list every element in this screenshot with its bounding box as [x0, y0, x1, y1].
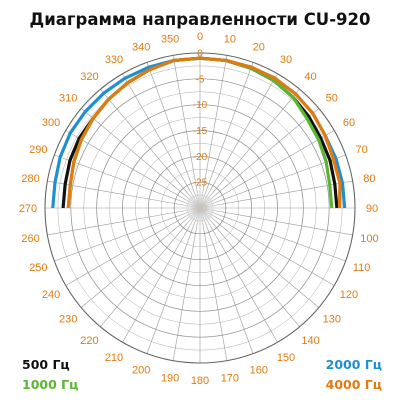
angle-tick-label: 270: [19, 203, 37, 215]
angle-tick-label: 140: [301, 335, 319, 347]
legend: 500 Гц 1000 Гц 2000 Гц 4000 Гц: [22, 357, 382, 392]
grid-ring: [96, 104, 304, 312]
polar-center: [178, 186, 222, 230]
series-lines: [51, 56, 347, 209]
angle-tick-label: 170: [221, 372, 239, 384]
radial-tick-label: -15: [193, 126, 208, 137]
angle-tick-label: 260: [21, 233, 39, 245]
angle-tick-label: 230: [59, 314, 77, 326]
angle-tick-label: 80: [363, 173, 375, 185]
grid-ring: [70, 78, 330, 338]
angle-tick-label: 220: [80, 335, 98, 347]
angle-tick-label: 350: [161, 34, 179, 46]
angle-tick-label: 290: [29, 144, 47, 156]
legend-entry: 1000 Гц: [22, 377, 78, 392]
center-shade: [178, 186, 222, 230]
outer-ring: [44, 52, 356, 364]
grid-ring: [161, 169, 239, 247]
angle-tick-label: 250: [29, 262, 47, 274]
angle-tick-label: 190: [161, 372, 179, 384]
angle-tick-label: 150: [277, 352, 295, 364]
angle-tick-label: 330: [105, 54, 123, 66]
angle-tick-label: 320: [80, 71, 98, 83]
angle-tick-label: 120: [340, 289, 358, 301]
legend-entry: 2000 Гц: [326, 357, 382, 372]
legend-entry: 500 Гц: [22, 357, 70, 372]
angle-tick-label: 20: [253, 41, 265, 53]
angle-tick-label: 310: [59, 92, 77, 104]
series-line: [66, 56, 342, 209]
radial-tick-label: -25: [193, 178, 208, 189]
angle-tick-label: 60: [343, 117, 355, 129]
angle-tick-label: 280: [21, 173, 39, 185]
radial-tick-label: -5: [196, 74, 205, 85]
angle-tick-label: 30: [280, 54, 292, 66]
angle-tick-label: 10: [224, 34, 236, 46]
angle-tick-label: 90: [366, 203, 378, 215]
angle-tick-label: 210: [105, 352, 123, 364]
grid-ring: [147, 155, 253, 261]
polar-grid: [44, 52, 356, 364]
grid-ring: [57, 65, 343, 351]
radial-tick-label: 0: [197, 49, 203, 60]
angle-tick-label: 110: [353, 262, 371, 274]
grid-ring: [173, 181, 227, 235]
legend-entry: 4000 Гц: [326, 377, 382, 392]
angle-tick-label: 340: [132, 41, 150, 53]
radial-tick-label: -10: [193, 100, 208, 111]
angle-tick-label: 130: [323, 314, 341, 326]
grid-ring: [122, 130, 278, 286]
angle-tick-label: 160: [250, 365, 268, 377]
angle-tick-label: 50: [326, 92, 338, 104]
angle-tick-label: 40: [304, 71, 316, 83]
angle-tick-label: 100: [360, 233, 378, 245]
grid-ring: [109, 117, 291, 299]
angle-tick-label: 240: [42, 289, 60, 301]
angle-tick-label: 70: [356, 144, 368, 156]
angle-tick-labels: 0 10 20 30 40 50 60 70 80 90 100 110 120 130 140 150 160…: [19, 31, 379, 387]
chart-title: Диаграмма направленности CU-920: [30, 10, 371, 29]
angle-tick-label: 180: [191, 375, 209, 387]
grid-ring: [135, 143, 265, 273]
grid-ring: [83, 91, 317, 325]
angle-tick-label: 0: [197, 31, 203, 43]
radial-tick-label: -20: [193, 152, 208, 163]
angle-tick-label: 200: [132, 365, 150, 377]
angle-tick-label: 300: [42, 117, 60, 129]
